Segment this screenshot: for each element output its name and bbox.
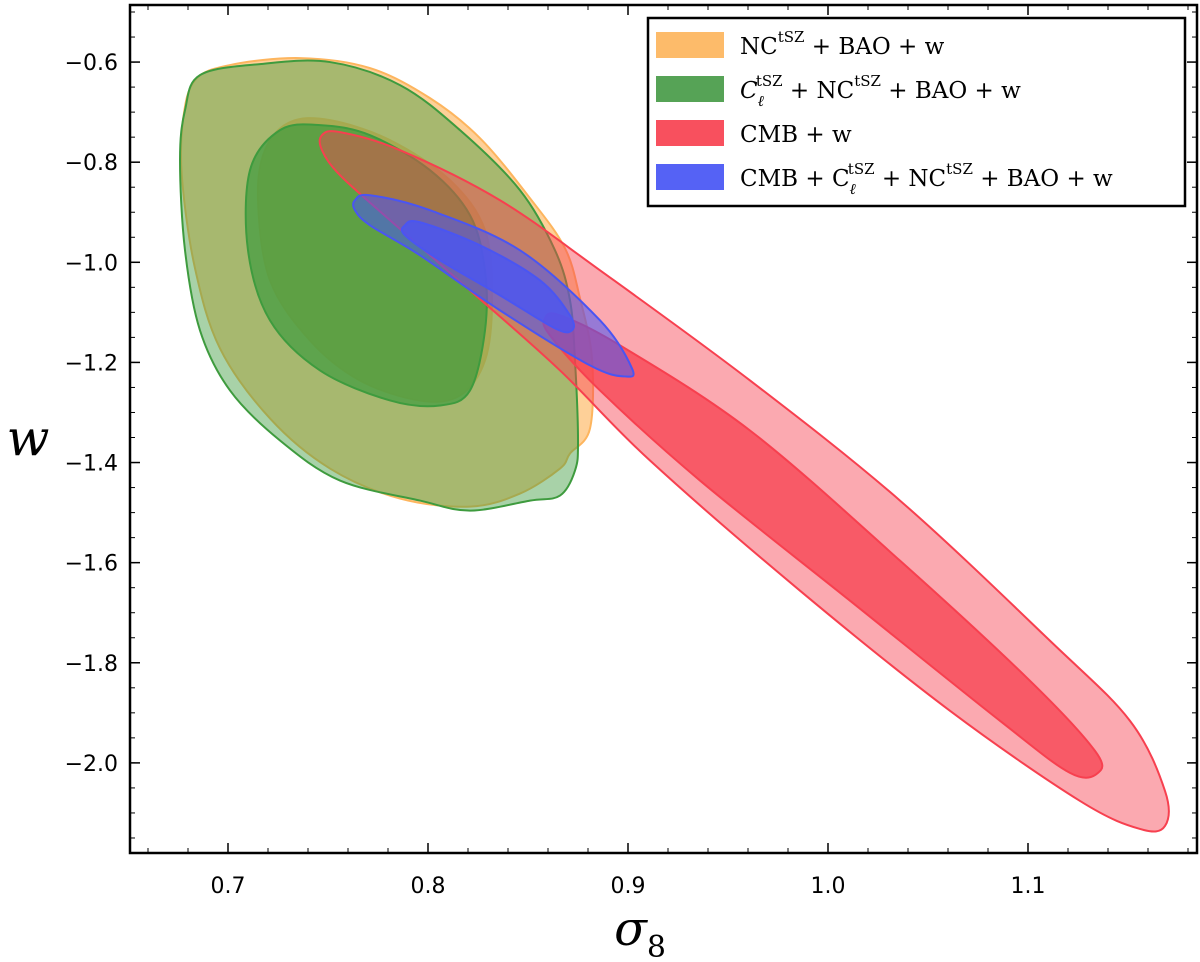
y-tick-label: −0.6 [65,51,118,76]
legend-swatch [656,120,724,146]
legend-swatch [656,164,724,190]
contour-series-1 [178,59,580,512]
legend-swatch [656,32,724,58]
x-tick-label: 0.8 [411,874,446,899]
legend-swatch [656,76,724,102]
y-tick-label: −1.4 [65,452,118,477]
legend-entry: CMB + w [740,122,852,148]
legend-entry: CℓtSZ + NCtSZ + BAO + w [740,72,1021,110]
contour-68 [244,123,488,408]
y-tick-label: −1.0 [65,251,118,276]
x-axis-label: σ8 [614,901,666,962]
y-tick-label: −2.0 [65,752,118,777]
y-tick-label: −0.8 [65,151,118,176]
x-tick-label: 1.0 [811,874,846,899]
y-tick-label: −1.2 [65,351,118,376]
x-tick-label: 1.1 [1011,874,1046,899]
legend-entry: NCtSZ + BAO + w [740,28,945,60]
plot-frame [128,3,1199,855]
contour-series-3 [352,193,635,378]
legend-entry: CMB + CℓtSZ + NCtSZ + BAO + w [740,160,1113,198]
y-tick-label: −1.8 [65,652,118,677]
y-tick-label: −1.6 [65,552,118,577]
contour-68 [542,312,1104,779]
contour-68 [400,220,575,334]
axis-ticks: 0.7 0.8 0.9 1.0 1.1 −0.6 −0.8 −1.0 −1.2 −1.4 −1.6 −… [65,5,1197,899]
legend: NCtSZ + BAO + w CℓtSZ + NCtSZ + BAO + w CM… [646,16,1187,208]
x-tick-label: 0.9 [611,874,646,899]
contours [178,57,1170,833]
legend-box [646,16,1187,208]
y-axis-label: w [7,409,50,467]
x-tick-label: 0.7 [211,874,246,899]
